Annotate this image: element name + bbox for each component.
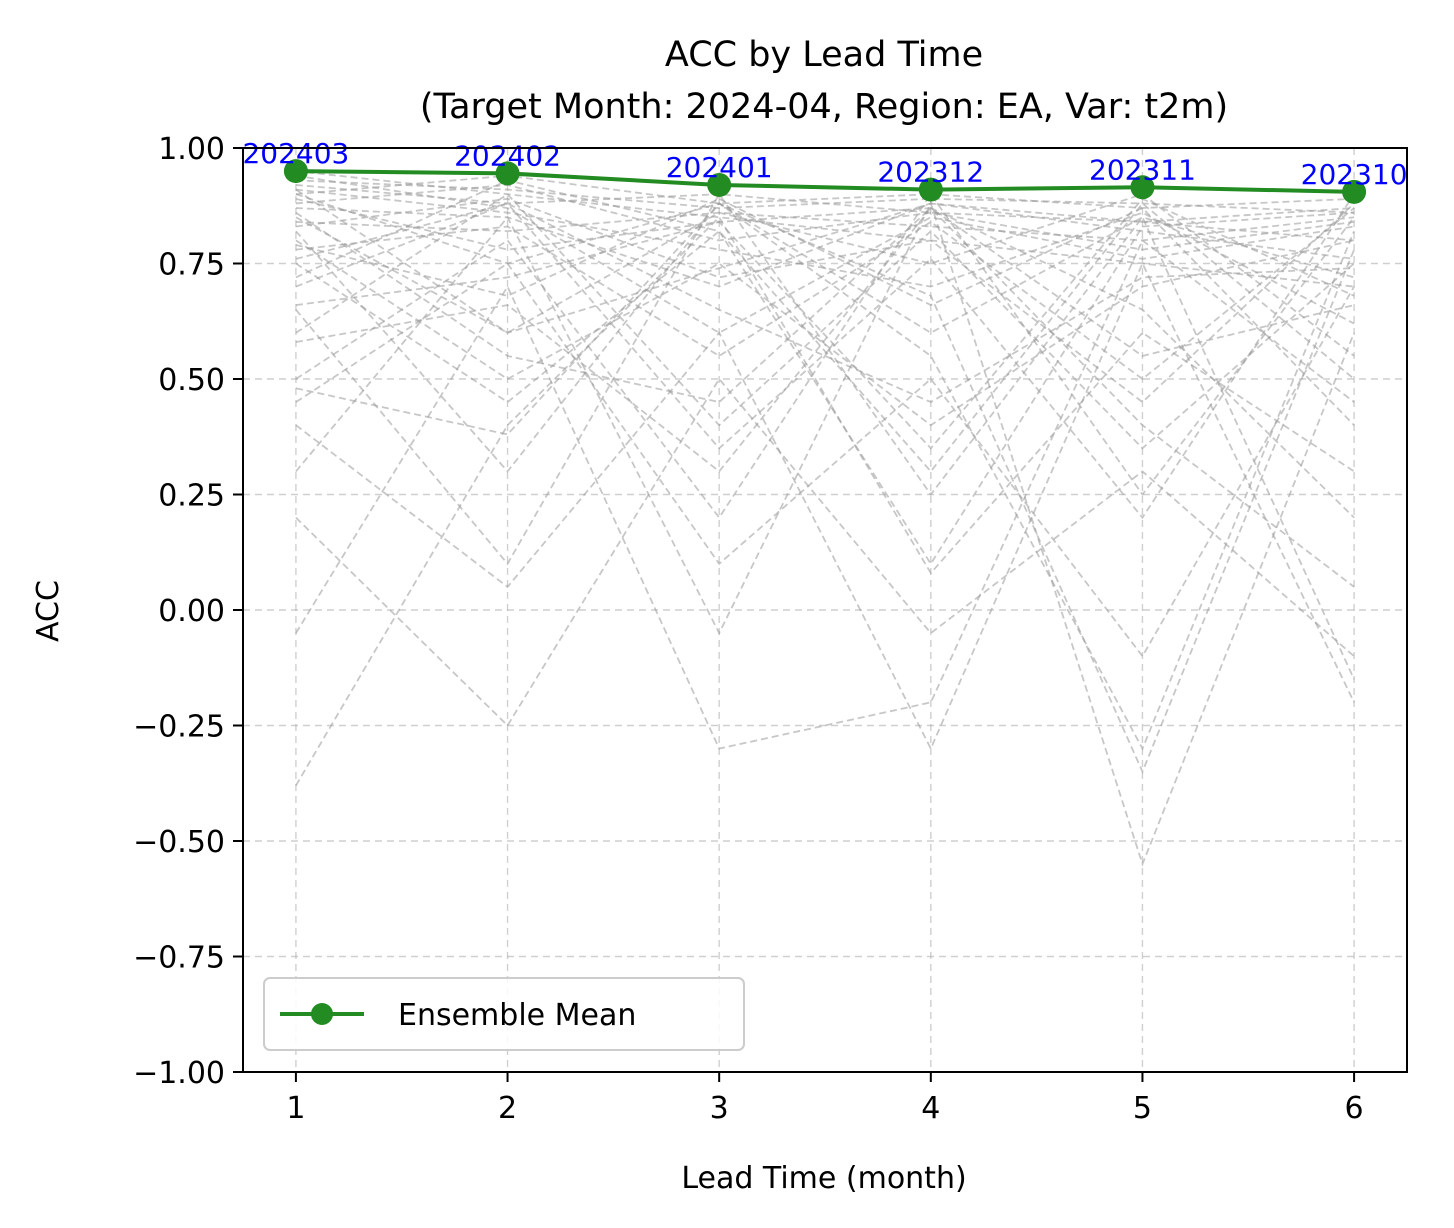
x-tick-label: 4 [921, 1091, 940, 1126]
ensemble-member-line [295, 197, 1355, 426]
ensemble-mean-point [707, 172, 732, 197]
legend-box [263, 977, 745, 1051]
ensemble-member-line [295, 239, 1355, 750]
ensemble-member-line [295, 193, 1355, 357]
y-tick-label: −0.50 [133, 825, 225, 860]
ensemble-member-line [295, 193, 1355, 520]
ensemble-member-line [295, 188, 1355, 325]
ensemble-member-line [295, 201, 1355, 867]
ensemble-member-line [295, 193, 1355, 334]
ensemble-member-line [295, 202, 1355, 775]
ensemble-member-line [295, 206, 1355, 588]
y-tick-label: 0.25 [158, 479, 225, 514]
y-axis-label: ACC [31, 580, 66, 642]
ensemble-mean-point [283, 159, 308, 184]
y-tick-label: 0.50 [158, 363, 225, 398]
ensemble-member-line [295, 179, 1355, 566]
ensemble-member-line [295, 179, 1355, 214]
ensemble-mean-line [295, 169, 1355, 194]
ensemble-mean-point [918, 177, 943, 202]
ensemble-member-line [295, 197, 1355, 450]
chart-subtitle: (Target Month: 2024-04, Region: EA, Var:… [420, 87, 1228, 127]
x-tick-label: 1 [286, 1091, 305, 1126]
x-axis-ticks: 1 2 3 4 5 6 [286, 1072, 1364, 1126]
ensemble-member-line [295, 202, 1355, 288]
ensemble-mean-series: 202403 202402 202401 202312 202311 202310 [242, 137, 1408, 204]
ensemble-member-line [295, 192, 1355, 520]
ensemble-member-line [295, 170, 1355, 288]
y-tick-label: −1.00 [133, 1056, 225, 1091]
ensemble-mean-point [1342, 179, 1367, 204]
ensemble-mean-point [495, 161, 520, 186]
ensemble-member-lines [295, 170, 1355, 867]
chart-title-group: ACC by Lead Time (Target Month: 2024-04,… [420, 35, 1228, 127]
y-axis-ticks: 1.00 0.75 0.50 0.25 0.00 −0.25 −0.50 −0.75 −1.00 [133, 132, 243, 1091]
data-point-label: 202312 [877, 156, 984, 189]
x-tick-label: 2 [498, 1091, 517, 1126]
ensemble-member-line [295, 377, 1355, 727]
ensemble-member-line [295, 174, 1355, 209]
ensemble-member-line [295, 202, 1355, 473]
ensemble-member-line [295, 202, 1355, 404]
y-tick-label: −0.25 [133, 710, 225, 745]
ensemble-mean-point [1130, 175, 1155, 200]
y-tick-label: 0.00 [158, 594, 225, 629]
y-tick-label: 1.00 [158, 132, 225, 167]
x-axis-label: Lead Time (month) [681, 1161, 966, 1196]
x-tick-label: 6 [1345, 1091, 1364, 1126]
x-tick-label: 5 [1133, 1091, 1152, 1126]
grid-lines [243, 147, 1407, 1073]
ensemble-member-line [295, 192, 1355, 680]
ensemble-member-line [295, 188, 1355, 334]
data-point-label: 202403 [242, 137, 349, 170]
x-tick-label: 3 [710, 1091, 729, 1126]
ensemble-member-line [295, 215, 1355, 787]
y-tick-label: −0.75 [133, 941, 225, 976]
ensemble-member-line [295, 206, 1355, 519]
ensemble-member-line [295, 211, 1355, 242]
legend: Ensemble Mean [263, 977, 745, 1051]
ensemble-member-line [295, 261, 1355, 751]
ensemble-member-line [295, 202, 1355, 751]
legend-label-ensemble-mean: Ensemble Mean [398, 998, 636, 1033]
ensemble-member-line [295, 174, 1355, 334]
legend-marker-icon [311, 1003, 333, 1025]
y-tick-label: 0.75 [158, 248, 225, 283]
data-point-label: 202311 [1089, 153, 1196, 186]
data-point-label: 202310 [1301, 158, 1408, 191]
ensemble-member-line [295, 207, 1355, 357]
ensemble-member-line [295, 262, 1355, 658]
data-point-label: 202402 [454, 139, 561, 172]
data-point-label: 202401 [666, 151, 773, 184]
chart-title: ACC by Lead Time [665, 35, 983, 75]
